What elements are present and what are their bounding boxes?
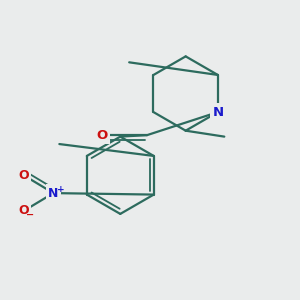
Text: N: N — [212, 106, 224, 118]
Text: O: O — [18, 169, 29, 182]
Text: O: O — [97, 129, 108, 142]
Text: −: − — [26, 209, 34, 220]
Text: O: O — [18, 204, 29, 218]
Text: N: N — [48, 187, 59, 200]
Text: +: + — [57, 185, 64, 194]
